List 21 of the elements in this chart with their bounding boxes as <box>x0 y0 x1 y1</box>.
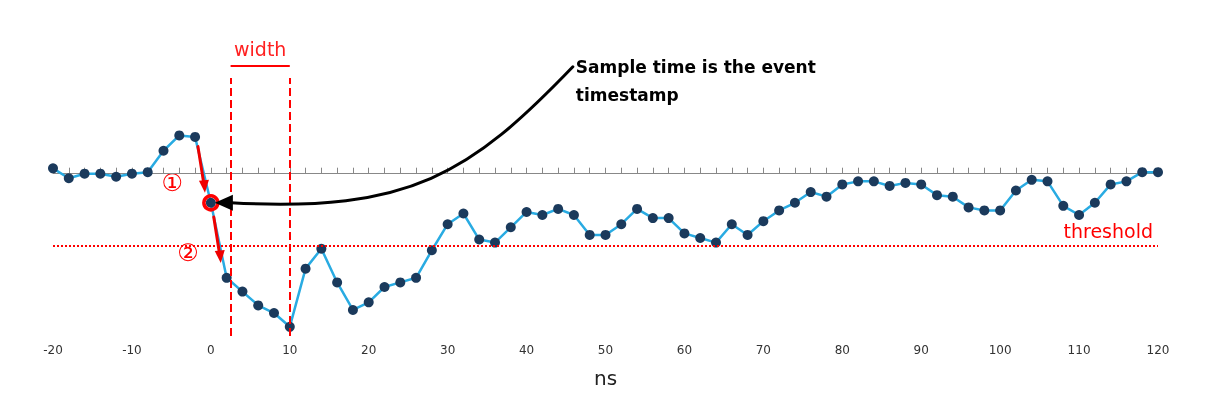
x-tick-label: 0 <box>207 343 215 357</box>
x-tick-label: 80 <box>834 343 850 357</box>
x-tick-label: 40 <box>518 343 535 357</box>
x-axis-title: ns <box>593 366 618 390</box>
x-tick-label: -20 <box>43 343 63 357</box>
x-tick-label: 30 <box>440 343 456 357</box>
x-tick-label: 70 <box>755 343 771 357</box>
annotation: ① <box>161 168 183 197</box>
x-tick-label: 110 <box>1067 343 1091 357</box>
annotation: ② <box>177 239 199 268</box>
x-tick-label: 120 <box>1146 343 1170 357</box>
ref-line-label: threshold <box>1063 220 1153 243</box>
x-tick-label: -10 <box>122 343 142 357</box>
text: Sample time is the event timestamp <box>575 56 822 105</box>
x-tick-label: 100 <box>988 343 1012 357</box>
x-tick-label: 20 <box>361 343 377 357</box>
x-tick-label: 90 <box>913 343 929 357</box>
x-tick-label: 50 <box>597 343 614 357</box>
text: width <box>234 37 287 60</box>
x-tick-label: 10 <box>282 343 298 357</box>
x-tick-label: 60 <box>676 343 693 357</box>
